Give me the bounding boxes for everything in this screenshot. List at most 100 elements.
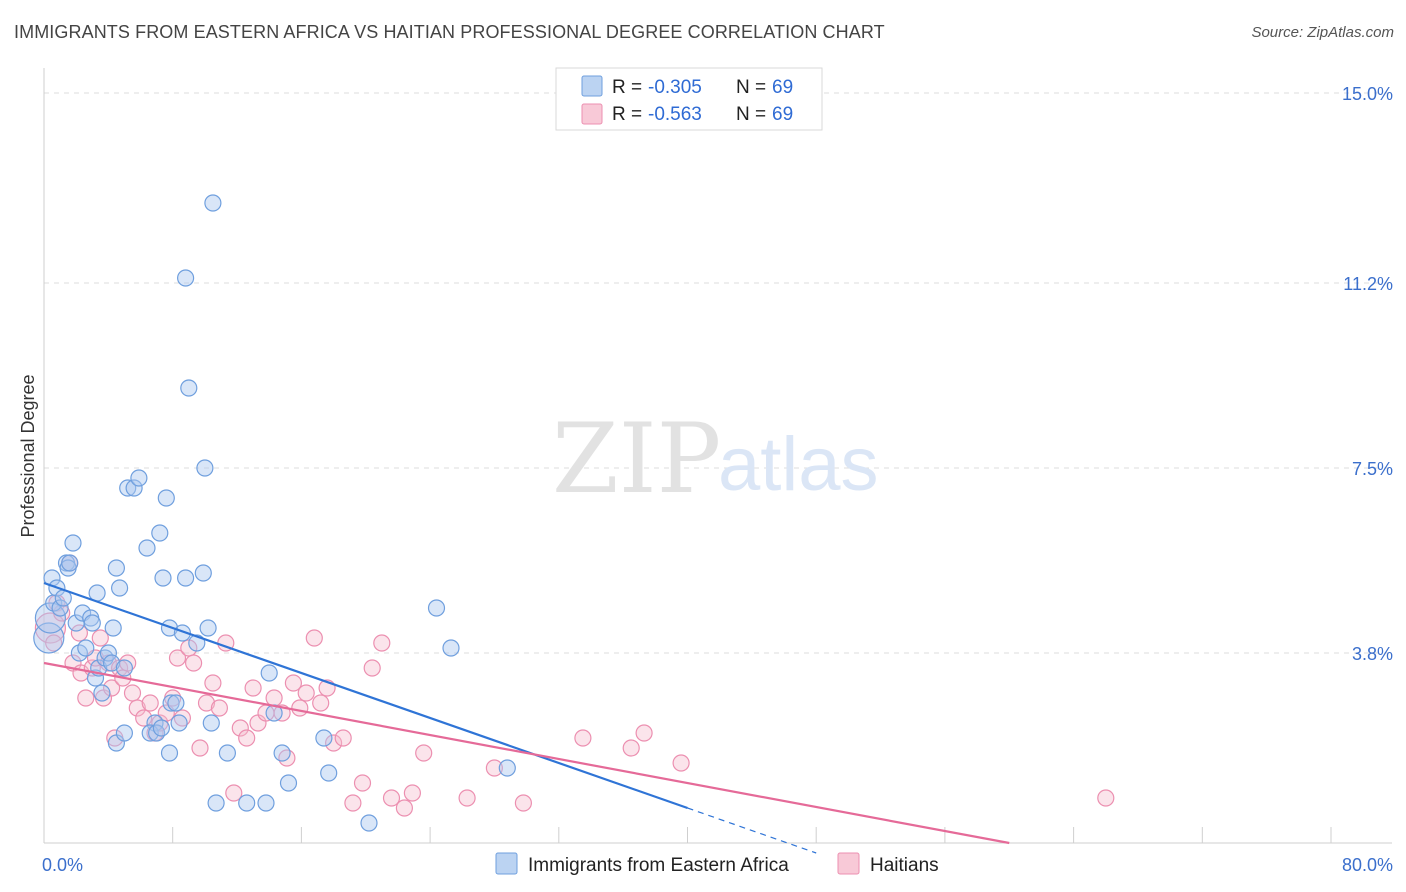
eastern-africa-point-37: [152, 719, 170, 737]
x-tick-labels: 0.0% 80.0%: [42, 855, 1393, 875]
eastern-africa-point-55: [218, 744, 236, 762]
haitians-point-38: [238, 729, 256, 747]
haitians-points: [34, 554, 1115, 817]
series-legend-label-haitians: Haitians: [870, 855, 939, 876]
axes: [43, 68, 1392, 844]
haitians-point-28: [173, 709, 191, 727]
legend-r-label-0: R =: [612, 77, 642, 98]
eastern-africa-point-42: [162, 694, 180, 712]
eastern-africa-point-54: [204, 194, 222, 212]
eastern-africa-point-31: [125, 479, 143, 497]
eastern-africa-point-33: [138, 539, 156, 557]
haitians-point-11: [91, 629, 109, 647]
y-tick-label-1: 7.5%: [1352, 459, 1393, 479]
eastern-africa-point-36: [148, 724, 166, 742]
eastern-africa-point-44: [167, 694, 185, 712]
haitians-point-39: [244, 679, 262, 697]
eastern-africa-point-29: [115, 724, 134, 742]
eastern-africa-point-40: [157, 489, 175, 507]
eastern-africa-trend-extension: [687, 807, 817, 854]
series-legend-label-eastern-africa: Immigrants from Eastern Africa: [528, 855, 789, 876]
haitians-point-51: [325, 734, 343, 752]
trend-lines: [43, 581, 1010, 854]
eastern-africa-point-16: [83, 614, 101, 632]
legend-n-value-0: 69: [772, 77, 793, 98]
haitians-point-22: [141, 694, 159, 712]
eastern-africa-point-22: [99, 644, 118, 662]
eastern-africa-point-49: [180, 379, 198, 397]
eastern-africa-point-67: [427, 599, 446, 617]
haitians-point-32: [197, 694, 216, 712]
haitians-point-56: [373, 634, 391, 652]
eastern-africa-point-5: [51, 599, 69, 617]
legend-swatch-eastern-africa: [581, 75, 603, 97]
eastern-africa-point-26: [110, 579, 129, 597]
haitians-point-60: [415, 744, 433, 762]
haitians-point-68: [1097, 789, 1115, 807]
eastern-africa-point-69: [498, 759, 516, 777]
chart-title: IMMIGRANTS FROM EASTERN AFRICA VS HAITIA…: [14, 22, 885, 42]
haitians-point-55: [363, 659, 381, 677]
eastern-africa-point-68: [442, 639, 460, 657]
legend-r-value-0: -0.305: [648, 77, 702, 98]
haitians-point-62: [485, 759, 503, 777]
haitians-point-31: [191, 739, 209, 757]
series-legend: Immigrants from Eastern Africa Haitians: [495, 852, 939, 876]
eastern-africa-point-14: [77, 639, 95, 657]
eastern-africa-point-63: [279, 774, 298, 792]
eastern-africa-point-53: [199, 619, 217, 637]
eastern-africa-point-45: [170, 714, 188, 732]
eastern-africa-point-60: [260, 664, 278, 682]
eastern-africa-point-50: [188, 634, 206, 652]
haitians-point-47: [297, 684, 315, 702]
eastern-africa-point-10: [64, 534, 82, 552]
eastern-africa-point-25: [107, 559, 126, 577]
haitians-point-8: [77, 689, 95, 707]
haitians-point-48: [305, 629, 323, 647]
haitians-point-57: [382, 789, 401, 807]
legend-n-label-0: N =: [736, 77, 766, 98]
y-tick-label-0: 3.8%: [1352, 644, 1393, 664]
y-tick-labels: 3.8% 7.5% 11.2% 15.0%: [1342, 84, 1393, 664]
haitians-point-42: [265, 689, 283, 707]
eastern-africa-point-58: [238, 794, 256, 812]
haitians-point-58: [395, 799, 413, 817]
haitians-point-54: [353, 774, 372, 792]
eastern-africa-point-9: [61, 554, 79, 572]
legend-swatch-haitians: [581, 103, 603, 125]
haitians-trend-line: [43, 661, 1010, 845]
haitians-point-1: [45, 634, 63, 652]
x-tick-label-0: 0.0%: [42, 855, 83, 875]
eastern-africa-point-43: [160, 744, 179, 762]
haitians-point-66: [635, 724, 653, 742]
eastern-africa-point-48: [177, 269, 195, 287]
haitians-point-44: [278, 749, 296, 767]
eastern-africa-point-32: [130, 469, 148, 487]
haitians-point-19: [123, 684, 142, 702]
haitians-point-67: [672, 754, 690, 772]
eastern-africa-point-24: [104, 619, 122, 637]
haitians-point-6: [70, 624, 89, 642]
haitians-point-30: [185, 654, 203, 672]
correlation-legend: R = -0.305 N = 69 R = -0.563 N = 69: [555, 67, 823, 131]
eastern-africa-point-59: [257, 794, 275, 812]
legend-n-label-1: N =: [736, 104, 766, 125]
watermark-zip: ZIP: [552, 403, 721, 515]
series-legend-swatch-haitians: [837, 852, 860, 875]
watermark-atlas: atlas: [718, 422, 879, 507]
haitians-point-46: [291, 699, 309, 717]
haitians-point-64: [574, 729, 592, 747]
eastern-africa-point-64: [315, 729, 333, 747]
haitians-point-21: [135, 709, 153, 727]
watermark: ZIP atlas: [552, 403, 879, 515]
haitians-point-61: [458, 789, 476, 807]
legend-r-label-1: R =: [612, 104, 642, 125]
eastern-africa-trend-line: [43, 581, 688, 810]
haitians-point-53: [344, 794, 362, 812]
chart-source: Source: ZipAtlas.com: [1251, 24, 1394, 41]
eastern-africa-point-52: [196, 459, 214, 477]
eastern-africa-point-51: [194, 564, 212, 582]
haitians-point-63: [514, 794, 533, 812]
y-tick-label-3: 15.0%: [1342, 84, 1393, 104]
